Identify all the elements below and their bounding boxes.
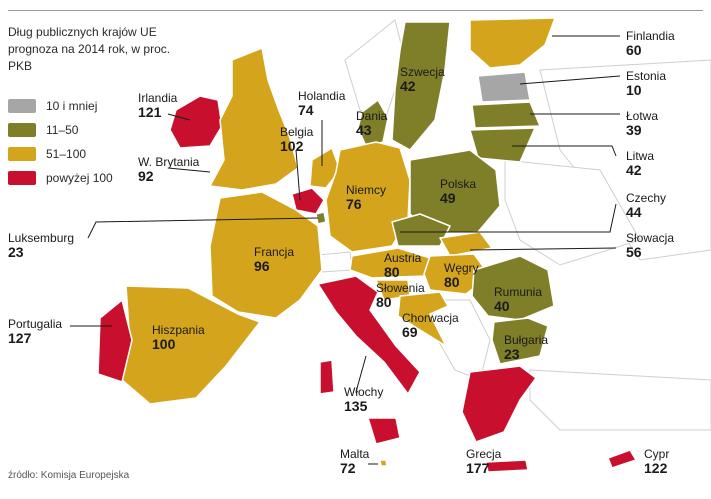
country-chorwacja	[397, 291, 449, 347]
label-polska: Polska 49	[440, 177, 477, 207]
map-title: Dług publicznych krajów UE prognoza na 2…	[8, 25, 171, 73]
label-malta: Malta 72	[340, 447, 370, 477]
country-crete	[485, 459, 529, 473]
country-malta	[379, 459, 388, 467]
country-czechy	[391, 213, 451, 247]
country-litwa	[469, 127, 536, 163]
country-rumunia	[471, 255, 555, 321]
legend: 10 i mniej 11–50 51–100 powyżej 100	[8, 94, 113, 190]
legend-label: 11–50	[46, 123, 79, 137]
legend-item: 10 i mniej	[8, 94, 113, 118]
label-szwecja: Szwecja 42	[400, 65, 445, 95]
leader-irlandia	[167, 113, 191, 121]
leader-czechy	[400, 203, 617, 233]
label-irlandia: Irlandia 121	[138, 91, 178, 121]
label-litwa: Litwa 42	[626, 149, 655, 179]
country-szwecja	[391, 21, 451, 151]
legend-label: 10 i mniej	[46, 99, 98, 113]
country-grecja	[461, 365, 537, 443]
russia-outline	[539, 59, 711, 261]
country-luksemburg	[315, 211, 327, 225]
label-niemcy: Niemcy 76	[346, 183, 387, 213]
country-sicily	[367, 417, 401, 445]
country-portugalia	[97, 299, 133, 383]
legend-swatch	[8, 147, 36, 161]
leader-litwa	[512, 145, 617, 157]
leader-wbrytania	[167, 167, 211, 173]
label-rumunia: Rumunia 40	[494, 285, 543, 315]
switzerland-outline	[317, 251, 353, 273]
label-hiszpania: Hiszpania 100	[152, 323, 205, 353]
country-finlandia	[469, 17, 556, 69]
country-lotwa	[471, 101, 541, 129]
label-chorwacja: Chorwacja 69	[402, 311, 459, 341]
leader-luksemburg	[87, 217, 319, 239]
label-portugalia: Portugalia 127	[8, 317, 63, 347]
top-rule	[8, 10, 703, 11]
label-estonia: Estonia 10	[626, 69, 667, 99]
ukraine-outline	[504, 159, 641, 266]
country-bulgaria	[491, 317, 549, 365]
country-estonia	[477, 71, 531, 103]
label-slowacja: Słowacja 56	[626, 231, 675, 261]
country-cypr	[607, 449, 637, 469]
country-dania	[357, 99, 389, 147]
country-slowacja	[439, 231, 493, 257]
label-belgia: Belgia 102	[280, 125, 314, 155]
legend-swatch	[8, 99, 36, 113]
country-wlochy	[317, 275, 421, 395]
label-francja: Francja 96	[254, 245, 295, 275]
label-luksemburg: Luksemburg 23	[8, 231, 75, 261]
country-wbrytania	[209, 47, 299, 191]
leader-wlochy	[355, 355, 367, 393]
legend-item: 11–50	[8, 118, 113, 142]
legend-label: 51–100	[46, 147, 87, 161]
label-wbrytania: W. Brytania 92	[138, 155, 200, 185]
label-wlochy: Włochy 135	[344, 385, 384, 415]
country-niemcy	[325, 141, 411, 253]
leader-slowacja	[469, 247, 617, 251]
label-finlandia: Finlandia 60	[626, 29, 675, 59]
leader-belgia	[295, 149, 301, 201]
legend-swatch	[8, 123, 36, 137]
label-slowenia: Słowenia 80	[376, 281, 425, 311]
legend-label: powyżej 100	[46, 171, 113, 185]
source-note: źródło: Komisja Europejska	[8, 470, 130, 481]
leader-estonia	[519, 75, 621, 85]
label-czechy: Czechy 44	[626, 191, 667, 221]
legend-item: 51–100	[8, 142, 113, 166]
label-dania: Dania 43	[356, 109, 388, 139]
label-lotwa: Łotwa 39	[626, 109, 659, 139]
label-wegry: Węgry 80	[444, 261, 479, 291]
legend-item: powyżej 100	[8, 166, 113, 190]
country-sardinia	[319, 359, 335, 395]
label-bulgaria: Bułgaria 23	[504, 333, 549, 363]
legend-swatch	[8, 171, 36, 185]
country-francja	[209, 191, 323, 319]
country-irlandia	[169, 95, 223, 149]
label-cypr: Cypr 122	[644, 447, 670, 477]
label-holandia: Holandia 74	[298, 89, 346, 119]
label-grecja: Grecja 177	[466, 447, 502, 477]
turkey-outline	[529, 369, 711, 431]
label-austria: Austria 80	[384, 251, 422, 281]
